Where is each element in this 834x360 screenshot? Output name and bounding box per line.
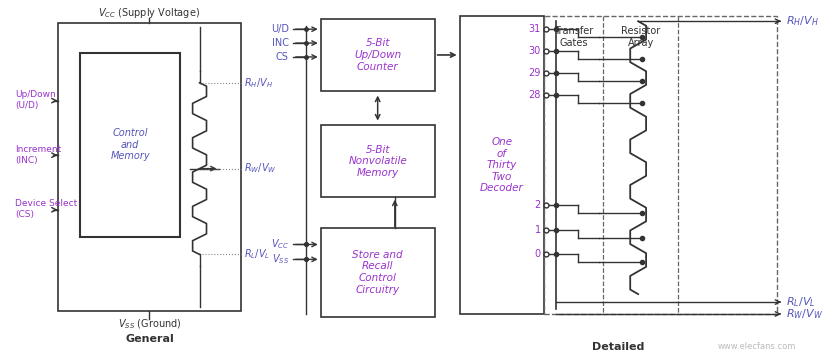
- Text: $V_{SS}$ (Ground): $V_{SS}$ (Ground): [118, 317, 181, 331]
- Text: CS: CS: [276, 52, 289, 62]
- Bar: [460, 16, 544, 314]
- Text: (INC): (INC): [15, 156, 38, 165]
- Bar: [320, 228, 435, 317]
- Text: $V_{CC}$ (Supply Voltage): $V_{CC}$ (Supply Voltage): [98, 6, 200, 20]
- Text: Transfer
Gates: Transfer Gates: [554, 26, 593, 48]
- Text: $R_W$/$V_W$: $R_W$/$V_W$: [786, 307, 823, 321]
- Text: www.elecfans.com: www.elecfans.com: [718, 342, 796, 351]
- Text: $R_W$/$V_W$: $R_W$/$V_W$: [244, 162, 277, 175]
- Text: General: General: [125, 334, 173, 344]
- Bar: [58, 23, 241, 311]
- Text: INC: INC: [272, 38, 289, 48]
- Text: $R_L$/$V_L$: $R_L$/$V_L$: [786, 295, 816, 309]
- Text: 2: 2: [535, 200, 541, 210]
- Bar: [81, 53, 179, 237]
- Text: 30: 30: [529, 46, 541, 56]
- Text: 29: 29: [529, 68, 541, 78]
- Text: Store and
Recall
Control
Circuitry: Store and Recall Control Circuitry: [352, 250, 403, 295]
- Text: $R_L$/$V_L$: $R_L$/$V_L$: [244, 248, 270, 261]
- Text: Resistor
Array: Resistor Array: [621, 26, 661, 48]
- Text: (CS): (CS): [15, 210, 34, 219]
- Text: Detailed: Detailed: [592, 342, 645, 352]
- Text: $V_{CC}$: $V_{CC}$: [271, 238, 289, 251]
- Text: 31: 31: [529, 24, 541, 34]
- Text: 28: 28: [529, 90, 541, 100]
- Bar: [544, 16, 777, 314]
- Bar: [320, 19, 435, 91]
- Text: Increment: Increment: [15, 145, 61, 154]
- Text: 0: 0: [535, 249, 541, 260]
- Text: (U/D): (U/D): [15, 101, 38, 110]
- Text: 1: 1: [535, 225, 541, 235]
- Text: One
of
Thirty
Two
Decoder: One of Thirty Two Decoder: [480, 137, 524, 193]
- Text: 5-Bit
Nonvolatile
Memory: 5-Bit Nonvolatile Memory: [349, 145, 407, 178]
- Text: Device Select: Device Select: [15, 199, 78, 208]
- Text: $V_{SS}$: $V_{SS}$: [272, 252, 289, 266]
- Text: Up/Down: Up/Down: [15, 90, 56, 99]
- Text: U/D: U/D: [271, 24, 289, 34]
- Text: Control
and
Memory: Control and Memory: [110, 128, 150, 161]
- Text: $R_H$/$V_H$: $R_H$/$V_H$: [244, 76, 274, 90]
- Text: $R_H$/$V_H$: $R_H$/$V_H$: [786, 14, 819, 28]
- Bar: [320, 125, 435, 197]
- Text: 5-Bit
Up/Down
Counter: 5-Bit Up/Down Counter: [354, 39, 401, 72]
